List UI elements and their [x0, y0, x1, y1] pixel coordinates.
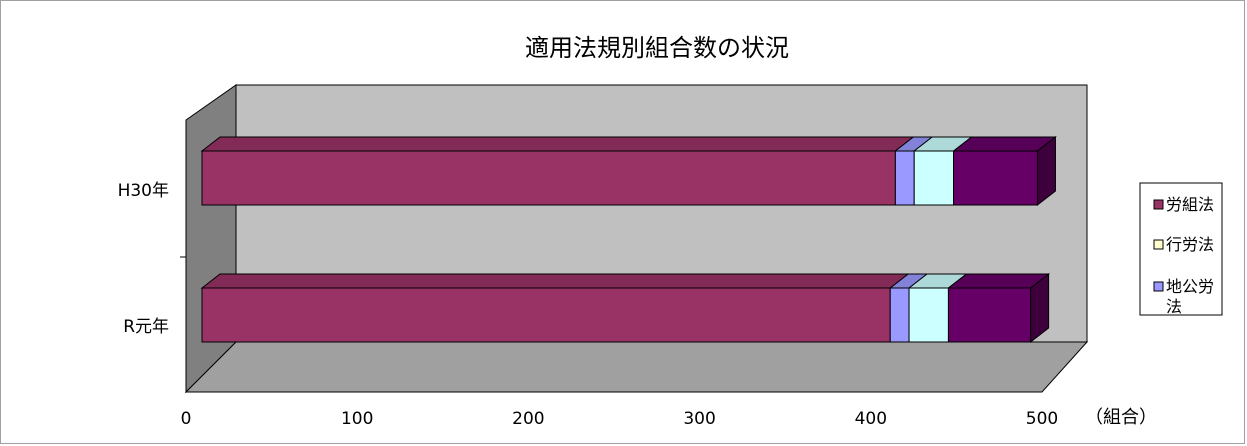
legend-label-1: 行労法	[1166, 235, 1214, 254]
x-tick-label-5: 500	[1026, 409, 1058, 429]
x-tick-label-3: 300	[683, 409, 715, 429]
bar-0-2	[913, 150, 955, 206]
legend-label-2: 地公労	[1166, 277, 1214, 296]
bar-0-3	[953, 150, 1038, 206]
legend-swatch-1	[1153, 239, 1164, 250]
bar-1-1	[889, 287, 910, 343]
legend-label-2-cont: 法	[1166, 297, 1182, 316]
chart-title: 適用法規別組合数の状況	[525, 34, 789, 62]
category-label-1: R元年	[123, 317, 169, 337]
side-wall	[185, 84, 237, 394]
x-tick-label-4: 400	[855, 409, 887, 429]
floor	[184, 341, 1089, 393]
x-tick-label-1: 100	[341, 409, 373, 429]
category-labels: H30年 R元年	[118, 181, 169, 337]
bar-side-0	[1036, 135, 1056, 207]
x-axis-unit-label: （組合）	[1085, 407, 1157, 428]
bar-side-1	[1030, 272, 1050, 344]
bar-top-0-0	[200, 136, 915, 152]
bar-1-3	[947, 287, 1032, 343]
bar-0-0	[201, 150, 896, 206]
legend-swatch-0	[1153, 199, 1164, 210]
category-label-0: H30年	[118, 181, 169, 201]
bars	[200, 135, 1057, 344]
bar-0-1	[894, 150, 915, 206]
legend-swatch-2	[1153, 281, 1164, 292]
legend-label-0: 労組法	[1166, 195, 1214, 214]
x-tick-label-0: 0	[181, 409, 192, 429]
x-axis-ticks: 0 100 200 300 400 500	[181, 409, 1059, 429]
bar-top-1-0	[200, 273, 910, 289]
bar-1-0	[201, 287, 891, 343]
chart-walls	[180, 84, 1089, 394]
bar-1-2	[908, 287, 949, 343]
x-tick-label-2: 200	[512, 409, 544, 429]
